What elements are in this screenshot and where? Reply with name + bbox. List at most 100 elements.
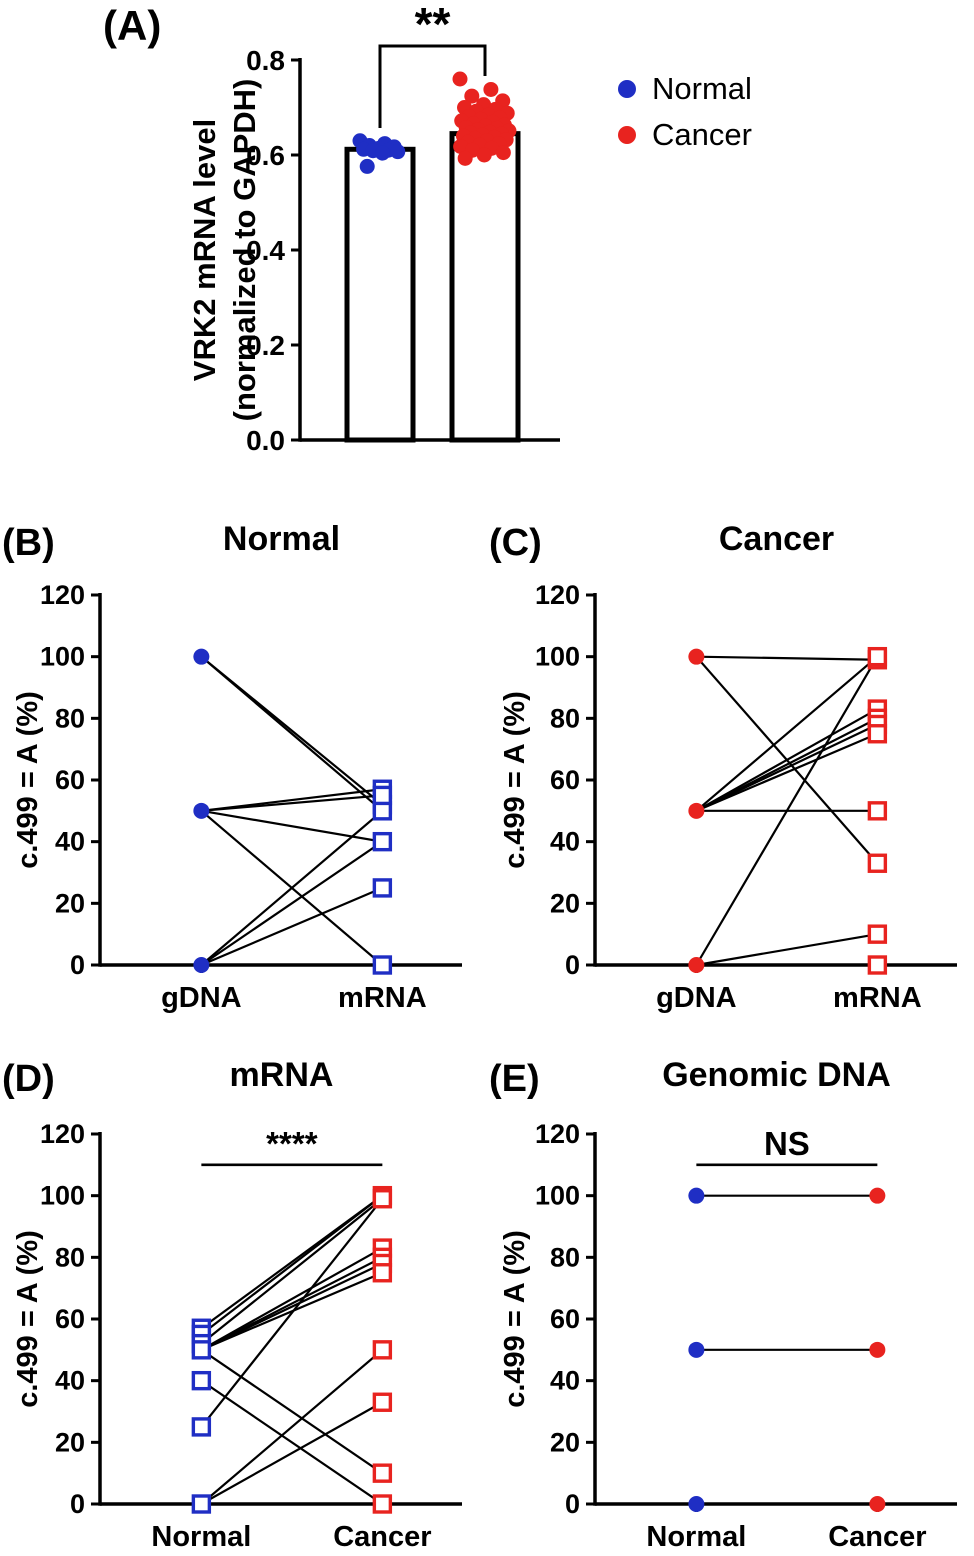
panel-c-chart: 0 20 40 60 80 100 120 gDNA mRNA [487,515,974,1046]
scatter-point [374,145,390,161]
data-point-square [191,1417,212,1437]
y-tick-label: 60 [550,765,580,795]
y-tick-label: 100 [40,642,85,672]
pair-line [200,1194,384,1336]
y-tick-label: 80 [55,1242,85,1272]
y-tick-label: 80 [550,703,580,733]
pair-line [695,708,878,812]
y-tick-label: 40 [550,1366,580,1396]
panel-b-chart: 0 20 40 60 80 100 120 gDNA mRNA [0,515,487,1046]
panel-a-svg: 0.0 0.2 0.4 0.6 0.8 ** [246,0,560,456]
y-tick-label: 100 [40,1181,85,1211]
data-point-circle [193,802,210,819]
panel-b-svg: 0 20 40 60 80 100 120 gDNA mRNA [40,580,462,1014]
y-tick-label: 80 [550,1242,580,1272]
y-tick-label: 80 [55,703,85,733]
y-tick-label: 0.2 [246,330,285,361]
x-category-label: Normal [646,1521,746,1553]
data-point-circle [688,648,705,665]
data-point-square [372,878,393,898]
data-point-square [372,1340,393,1360]
y-tick-label: 100 [535,642,580,672]
data-point-square [372,785,393,806]
y-tick-label: 20 [550,1427,580,1457]
y-tick-label: 60 [550,1304,580,1334]
legend: Normal Cancer [618,66,752,158]
y-tick-label: 0 [70,950,85,980]
y-tick-label: 0 [70,1489,85,1519]
panel-a-label: (A) [103,2,162,49]
data-point-square [191,1340,212,1360]
scatter-point [453,138,469,154]
y-tick-label: 0.0 [246,425,285,456]
significance-bracket [378,44,487,128]
legend-cancer-marker-icon [618,126,636,144]
y-tick-label: 120 [40,580,85,610]
data-point-circle [688,1341,705,1358]
panel-c-label: (C) [489,522,542,564]
scatter-point [476,147,492,163]
y-tick-label: 20 [550,888,580,918]
pair-line [200,1348,383,1475]
y-tick-label: 20 [55,888,85,918]
y-tick-label: 100 [535,1181,580,1211]
bar [344,146,416,443]
pair-line [200,1348,384,1505]
bar [449,131,521,443]
y-tick-label: 40 [55,827,85,857]
y-tick-label: 120 [40,1119,85,1149]
pair-line [200,1401,383,1505]
panel-e-title: Genomic DNA [662,1056,891,1094]
data-point-square [867,646,888,667]
y-tick-label: 0 [565,1489,580,1519]
pair-line [200,1197,384,1345]
pair-line [695,723,878,812]
scatter-point [452,71,468,87]
pair-line [695,655,879,812]
x-category-label: gDNA [656,982,737,1014]
y-tick-label: 0 [565,950,580,980]
data-point-circle [688,957,705,973]
data-point-circle [193,957,210,973]
data-point-circle [869,1341,886,1358]
significance-label: NS [764,1125,810,1162]
y-tick-label: 40 [550,827,580,857]
data-point-square [867,853,888,873]
y-tick-label: 20 [55,1427,85,1457]
pair-line [200,886,383,967]
pair-line [695,732,878,812]
x-category-label: mRNA [833,982,922,1014]
data-point-square [372,1494,393,1514]
panel-d-label: (D) [2,1058,55,1100]
pair-line [200,1247,383,1351]
pair-line [200,1262,383,1351]
panel-c-title: Cancer [718,520,835,558]
scatter-point [495,145,511,161]
data-point-square [372,831,393,852]
significance-label: **** [266,1125,318,1162]
y-tick-label: 0.8 [246,45,285,76]
data-point-square [867,801,888,821]
legend-normal-label: Normal [652,71,752,106]
x-category-label: Cancer [828,1521,926,1553]
pair-line [200,1198,384,1428]
panel-c-svg: 0 20 40 60 80 100 120 gDNA mRNA [535,580,957,1014]
y-tick-label: 60 [55,1304,85,1334]
pair-line [696,655,878,661]
data-point-square [372,1189,393,1209]
legend-normal-marker-icon [618,80,636,98]
panel-b-title: Normal [222,520,341,558]
y-tick-label: 0.6 [246,140,285,171]
data-point-circle [688,1187,705,1204]
scatter-point [359,158,375,174]
panel-d-title: mRNA [229,1056,334,1094]
panel-e-label: (E) [489,1058,540,1100]
panel-a-chart: 0.0 0.2 0.4 0.6 0.8 ** [0,0,974,512]
scatter-point [390,144,406,160]
x-category-label: gDNA [161,982,242,1014]
data-point-square [372,1263,393,1283]
panel-b-label: (B) [2,522,55,564]
data-point-square [372,955,393,975]
legend-item-normal: Normal [618,66,752,112]
